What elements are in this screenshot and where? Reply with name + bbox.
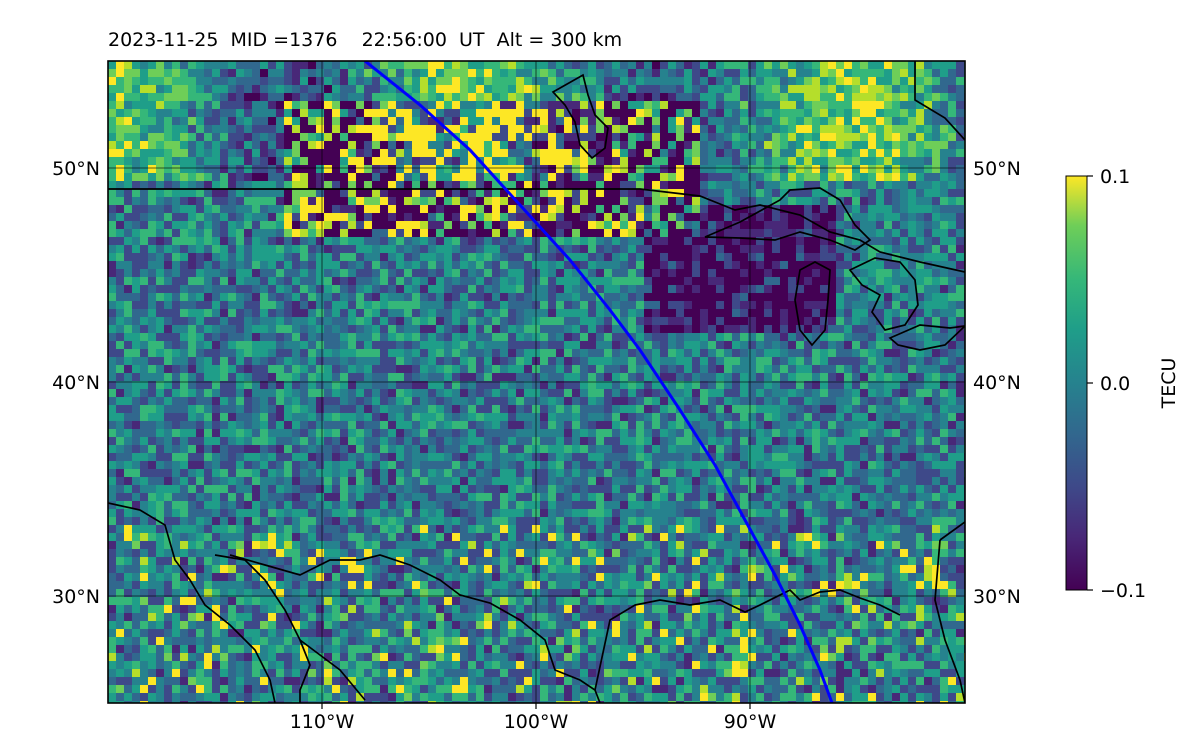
lon-label-90w: 90°W <box>724 711 777 733</box>
lon-label-110w: 110°W <box>290 711 355 733</box>
lat-label-40-left: 40°N <box>52 372 100 394</box>
colorbar <box>1065 175 1088 591</box>
lat-label-30-left: 30°N <box>52 586 100 608</box>
lon-label-100w: 100°W <box>504 711 569 733</box>
satellite-track <box>364 61 834 703</box>
lat-label-50-right: 50°N <box>973 158 1021 180</box>
colorbar-max-label: 0.1 <box>1100 166 1130 188</box>
lat-label-50-left: 50°N <box>52 158 100 180</box>
lat-label-40-right: 40°N <box>973 372 1021 394</box>
gridlines <box>108 61 965 703</box>
tec-heatmap-cells <box>108 61 965 703</box>
colorbar-mid-label: 0.0 <box>1100 373 1130 395</box>
coastlines-borders <box>108 61 965 703</box>
lat-label-30-right: 30°N <box>973 586 1021 608</box>
colorbar-unit-label: TECU <box>1158 358 1180 410</box>
map-title: 2023-11-25 MID =1376 22:56:00 UT Alt = 3… <box>108 29 623 51</box>
colorbar-min-label: −0.1 <box>1100 580 1146 602</box>
